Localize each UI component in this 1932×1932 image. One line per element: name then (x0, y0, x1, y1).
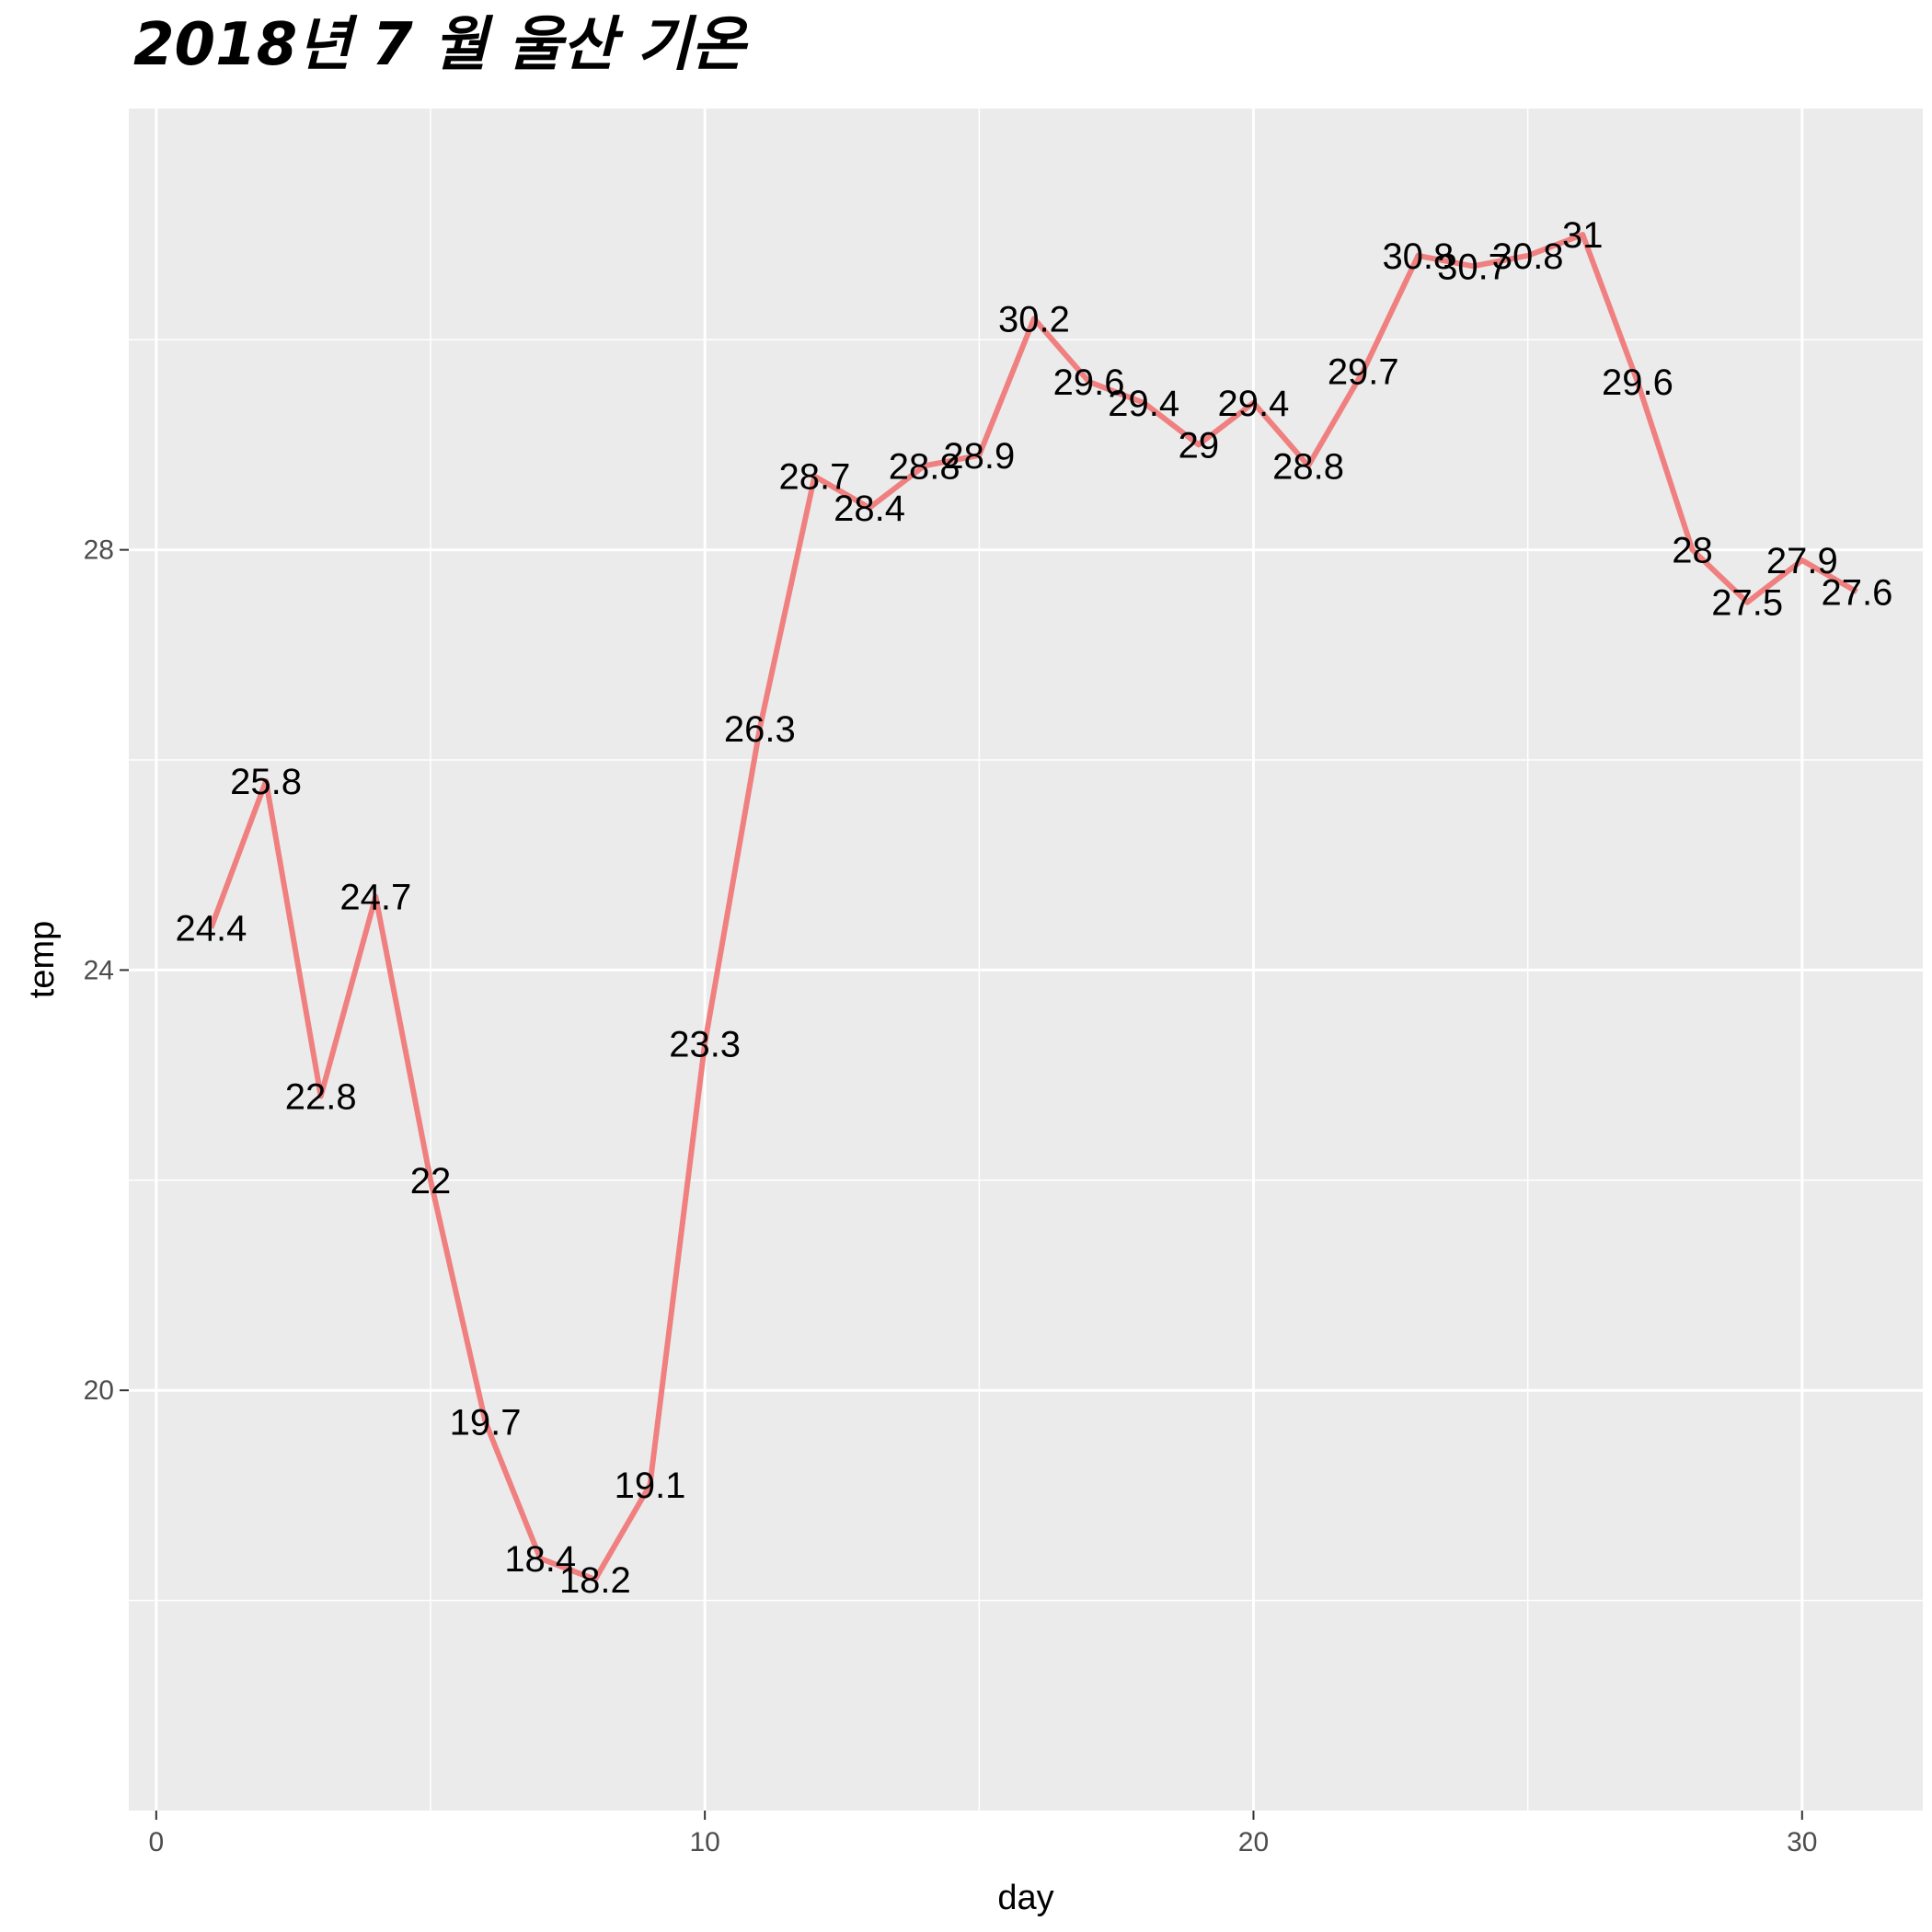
data-label: 28.7 (778, 457, 850, 498)
data-label: 30.8 (1492, 236, 1564, 277)
data-label: 28.8 (889, 446, 960, 487)
data-label: 29.6 (1602, 362, 1673, 403)
x-tick-label: 0 (148, 1827, 164, 1857)
major-gridlines (129, 109, 1923, 1811)
data-label: 29.4 (1218, 384, 1290, 424)
temperature-line (208, 232, 1858, 1582)
data-label: 18.2 (559, 1560, 631, 1601)
data-label: 29 (1179, 425, 1220, 466)
x-tick-label: 10 (689, 1827, 719, 1857)
tick-labels: 0 10 20 30 20 24 28 (84, 535, 1818, 1857)
y-tick-label: 24 (84, 955, 114, 985)
data-label: 27.6 (1822, 572, 1893, 613)
data-label: 30.7 (1437, 247, 1509, 287)
x-axis-title: day (997, 1879, 1053, 1917)
data-label: 24.7 (339, 877, 411, 917)
y-tick-label: 20 (84, 1375, 114, 1406)
axis-ticks (120, 548, 1803, 1820)
data-label: 29.6 (1053, 362, 1125, 403)
data-label: 25.8 (230, 762, 302, 802)
data-label: 28.8 (1272, 446, 1344, 487)
data-label: 24.4 (176, 909, 247, 949)
data-label: 18.4 (504, 1539, 576, 1580)
data-label: 30.8 (1382, 236, 1454, 277)
data-label: 19.7 (450, 1402, 522, 1443)
data-label: 26.3 (724, 709, 796, 750)
data-label: 28.9 (943, 436, 1015, 477)
y-tick-label: 28 (84, 535, 114, 566)
x-tick-label: 20 (1238, 1827, 1269, 1857)
data-label: 28 (1672, 531, 1713, 571)
data-label: 27.9 (1766, 541, 1838, 581)
data-label: 29.7 (1328, 351, 1399, 392)
data-label: 27.5 (1711, 583, 1783, 624)
chart-title: 2018년 7 월 울산 기온 (133, 11, 749, 79)
data-label: 30.2 (998, 299, 1070, 339)
data-labels: 24.4 25.8 22.8 24.7 22 19.7 18.418.2 19.1 23.3 26… (176, 215, 1893, 1601)
data-label: 31 (1562, 215, 1604, 256)
plot-panel (129, 109, 1923, 1811)
data-label: 19.1 (615, 1466, 686, 1506)
data-label: 22.8 (285, 1076, 357, 1117)
x-tick-label: 30 (1787, 1827, 1817, 1857)
data-label: 28.4 (834, 489, 905, 529)
data-label: 22 (410, 1161, 452, 1202)
data-label: 23.3 (669, 1024, 741, 1064)
y-axis-title: temp (23, 921, 62, 998)
data-label: 29.4 (1108, 384, 1179, 424)
